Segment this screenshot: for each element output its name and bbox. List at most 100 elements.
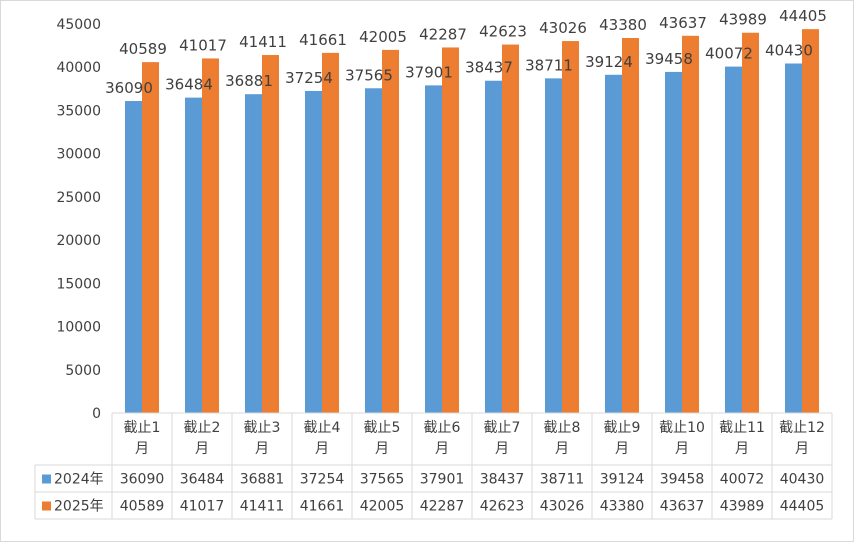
bar-s0-c6 xyxy=(485,80,502,413)
category-label: 月 xyxy=(435,441,449,457)
data-label-s1-c1: 41017 xyxy=(179,36,227,54)
bar-s1-c1 xyxy=(202,58,219,414)
category-label: 截止1 xyxy=(124,420,161,436)
category-label: 月 xyxy=(675,441,689,457)
category-label: 截止9 xyxy=(604,420,641,436)
category-label: 截止6 xyxy=(424,420,461,436)
table-cell-s0-c7: 38711 xyxy=(540,472,585,488)
legend-label-0: 2024年 xyxy=(54,472,104,488)
table-cell-s1-c5: 42287 xyxy=(420,499,465,515)
bar-s1-c2 xyxy=(262,55,279,414)
category-label: 月 xyxy=(555,441,569,457)
y-tick-label: 45000 xyxy=(56,17,101,33)
category-label: 截止4 xyxy=(304,420,341,436)
bar-s0-c2 xyxy=(245,94,262,414)
table-cell-s1-c7: 43026 xyxy=(540,499,585,515)
y-tick-label: 40000 xyxy=(56,60,101,76)
table-cell-s0-c6: 38437 xyxy=(480,472,525,488)
table-cell-s1-c8: 43380 xyxy=(600,499,645,515)
bar-s1-c5 xyxy=(442,47,459,413)
category-label: 截止10 xyxy=(659,420,705,436)
legend-key-0 xyxy=(42,474,51,484)
category-label: 月 xyxy=(495,441,509,457)
data-label-s1-c10: 43989 xyxy=(719,11,767,29)
bar-s1-c3 xyxy=(322,52,339,413)
table-cell-s1-c4: 42005 xyxy=(360,499,405,515)
bar-s0-c8 xyxy=(605,74,622,414)
y-tick-label: 15000 xyxy=(56,276,101,292)
bar-s0-c11 xyxy=(785,63,802,413)
bar-s0-c0 xyxy=(125,101,142,413)
table-cell-s1-c11: 44405 xyxy=(780,499,825,515)
table-cell-s1-c10: 43989 xyxy=(720,499,765,515)
data-label-s0-c3: 37254 xyxy=(285,69,333,87)
data-label-s0-c8: 39124 xyxy=(585,53,633,71)
table-cell-s0-c9: 39458 xyxy=(660,472,705,488)
bar-s0-c7 xyxy=(545,78,562,413)
data-label-s0-c11: 40430 xyxy=(765,42,813,60)
y-tick-label: 10000 xyxy=(56,320,101,336)
table-cell-s0-c2: 36881 xyxy=(240,472,285,488)
bar-s0-c1 xyxy=(185,97,202,413)
table-cell-s0-c5: 37901 xyxy=(420,472,465,488)
category-label: 截止7 xyxy=(484,420,521,436)
table-cell-s1-c3: 41661 xyxy=(300,499,345,515)
data-label-s0-c5: 37901 xyxy=(405,63,453,81)
y-tick-label: 30000 xyxy=(56,147,101,163)
data-label-s1-c11: 44405 xyxy=(779,7,827,25)
category-label: 月 xyxy=(195,441,209,457)
data-label-s1-c7: 43026 xyxy=(539,19,587,37)
data-label-s0-c4: 37565 xyxy=(345,66,393,84)
data-label-s0-c9: 39458 xyxy=(645,50,693,68)
table-cell-s1-c9: 43637 xyxy=(660,499,705,515)
category-label: 截止5 xyxy=(364,420,401,436)
table-cell-s0-c8: 39124 xyxy=(600,472,645,488)
data-label-s1-c9: 43637 xyxy=(659,14,707,32)
table-cell-s0-c3: 37254 xyxy=(300,472,345,488)
category-label: 月 xyxy=(135,441,149,457)
bar-s1-c11 xyxy=(802,29,819,414)
table-cell-s1-c1: 41017 xyxy=(180,499,225,515)
table-cell-s0-c0: 36090 xyxy=(120,472,165,488)
data-label-s1-c2: 41411 xyxy=(239,33,287,51)
category-label: 月 xyxy=(795,441,809,457)
data-label-s1-c8: 43380 xyxy=(599,16,647,34)
legend-key-1 xyxy=(42,501,51,511)
legend-label-1: 2025年 xyxy=(54,499,104,515)
category-label: 截止11 xyxy=(719,420,765,436)
data-label-s1-c6: 42623 xyxy=(479,23,527,41)
bar-s1-c10 xyxy=(742,32,759,413)
data-label-s1-c0: 40589 xyxy=(119,40,167,58)
y-tick-label: 0 xyxy=(92,406,101,422)
data-label-s1-c5: 42287 xyxy=(419,25,467,43)
category-label: 月 xyxy=(375,441,389,457)
data-label-s1-c4: 42005 xyxy=(359,28,407,46)
category-label: 截止8 xyxy=(544,420,581,436)
bar-s1-c8 xyxy=(622,38,639,414)
bar-s1-c6 xyxy=(502,44,519,413)
y-tick-label: 35000 xyxy=(56,103,101,119)
table-cell-s0-c11: 40430 xyxy=(780,472,825,488)
bar-s0-c10 xyxy=(725,66,742,413)
bar-s0-c5 xyxy=(425,85,442,413)
category-label: 月 xyxy=(315,441,329,457)
data-label-s0-c0: 36090 xyxy=(105,79,153,97)
table-cell-s1-c6: 42623 xyxy=(480,499,525,515)
bar-s0-c9 xyxy=(665,71,682,414)
data-label-s1-c3: 41661 xyxy=(299,31,347,49)
y-tick-label: 25000 xyxy=(56,190,101,206)
table-cell-s0-c4: 37565 xyxy=(360,472,405,488)
category-label: 月 xyxy=(255,441,269,457)
data-label-s0-c2: 36881 xyxy=(225,72,273,90)
bar-s1-c7 xyxy=(562,41,579,413)
data-label-s0-c10: 40072 xyxy=(705,45,753,63)
category-label: 截止12 xyxy=(779,420,825,436)
category-label: 月 xyxy=(735,441,749,457)
y-tick-label: 5000 xyxy=(65,363,101,379)
bar-s1-c9 xyxy=(682,35,699,413)
table-cell-s0-c1: 36484 xyxy=(180,472,225,488)
data-label-s0-c6: 38437 xyxy=(465,59,513,77)
category-label: 截止3 xyxy=(244,420,281,436)
